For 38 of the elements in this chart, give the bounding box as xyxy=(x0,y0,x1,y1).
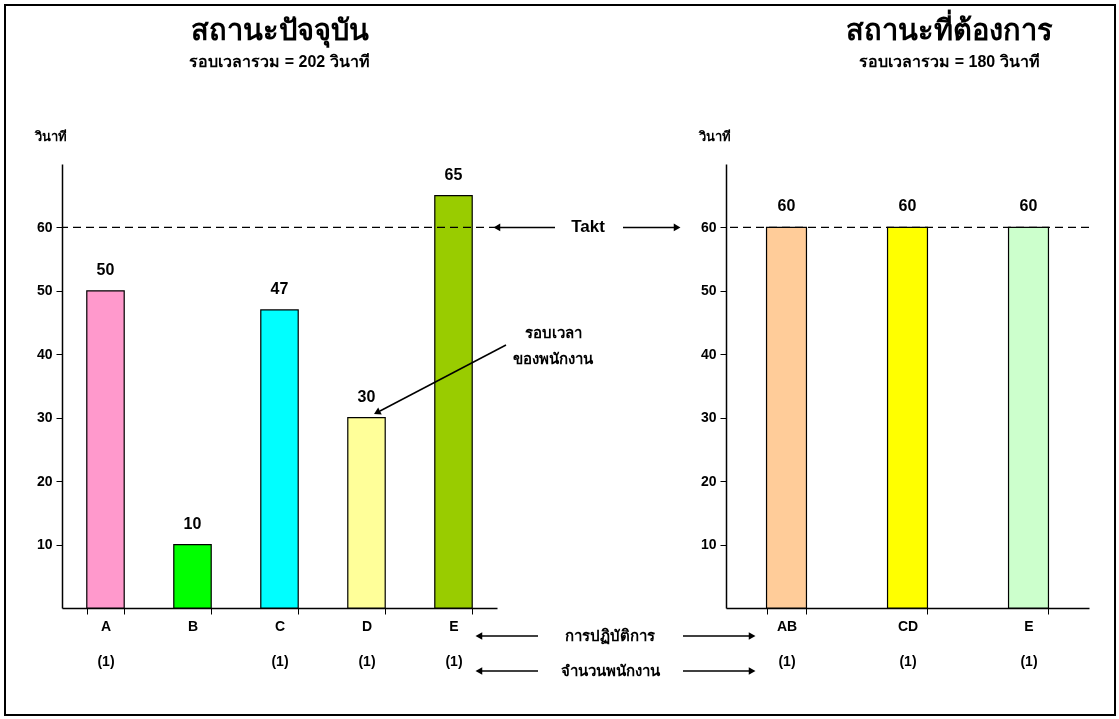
data-label: 60 xyxy=(1019,197,1038,215)
category-label: AB (1) xyxy=(776,617,798,669)
y-tick-label: 20 xyxy=(36,472,53,489)
data-label: 10 xyxy=(183,514,202,532)
data-label: 60 xyxy=(777,197,796,215)
data-label: 47 xyxy=(270,279,289,297)
data-label: 30 xyxy=(357,387,376,405)
category-label: A (1) xyxy=(97,617,115,669)
y-tick-label: 60 xyxy=(36,218,53,235)
y-axis-title: วินาที xyxy=(34,129,67,144)
chart-title: สถานะปัจจุบัน xyxy=(190,14,369,48)
chart-subtitle: รอบเวลารวม = 202 วินาที xyxy=(189,52,370,70)
ref-line-label: Takt xyxy=(571,217,606,237)
category-label: CD (1) xyxy=(897,617,919,669)
data-label: 60 xyxy=(898,197,917,215)
y-tick-label: 10 xyxy=(700,536,717,553)
category-label: D (1) xyxy=(358,617,376,669)
y-tick-label: 60 xyxy=(700,218,717,235)
category-label: C (1) xyxy=(271,617,289,669)
x-tick-label: B xyxy=(187,617,199,634)
x-axis-title: การปฏิบัติการ xyxy=(565,627,656,645)
y-tick-label: 50 xyxy=(700,282,717,299)
y-tick-label: 10 xyxy=(36,536,53,553)
text: รอบเวลา ของพนักงาน xyxy=(513,324,594,367)
y-tick-label: 30 xyxy=(700,409,717,426)
y-tick-label: 40 xyxy=(36,345,53,362)
y-tick-label: 20 xyxy=(700,472,717,489)
y-tick-label: 40 xyxy=(700,345,717,362)
chart-subtitle: รอบเวลารวม = 180 วินาที xyxy=(859,52,1040,70)
y-axis-title: วินาที xyxy=(698,129,731,144)
y-tick-label: 50 xyxy=(36,282,53,299)
category-label: E (1) xyxy=(445,617,463,669)
data-label: 50 xyxy=(96,260,115,278)
category-label: E (1) xyxy=(1020,617,1038,669)
y-tick-label: 30 xyxy=(36,409,53,426)
chart-title: สถานะที่ต้องการ xyxy=(846,9,1053,46)
text: จำนวนพนักงาน xyxy=(560,662,661,679)
data-label: 65 xyxy=(444,165,463,183)
